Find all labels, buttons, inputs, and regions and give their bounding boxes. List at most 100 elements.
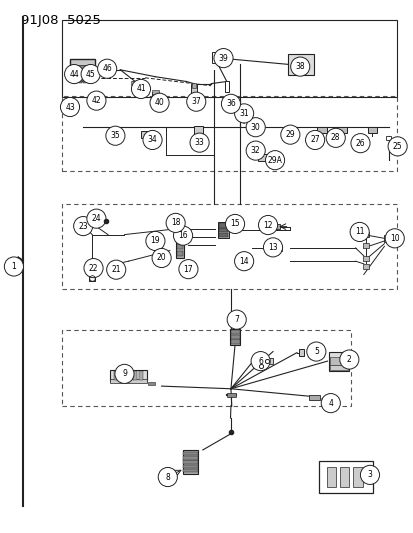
Ellipse shape	[64, 64, 83, 84]
Bar	[328, 352, 348, 370]
Ellipse shape	[178, 260, 197, 279]
Bar	[362, 264, 368, 269]
Ellipse shape	[350, 134, 369, 153]
Text: 37: 37	[191, 97, 201, 106]
Bar	[270, 245, 281, 251]
Text: 3: 3	[367, 471, 372, 479]
Bar	[329, 357, 347, 366]
Bar	[183, 465, 197, 469]
Text: 12: 12	[263, 221, 272, 230]
Text: 21: 21	[111, 265, 121, 274]
Bar	[194, 126, 203, 135]
Text: 36: 36	[225, 99, 235, 108]
Bar	[87, 80, 90, 83]
Ellipse shape	[97, 59, 116, 78]
Ellipse shape	[131, 79, 150, 99]
Text: 11: 11	[354, 228, 363, 237]
Text: 15: 15	[230, 220, 239, 229]
Ellipse shape	[186, 92, 205, 111]
Bar	[367, 127, 376, 133]
Bar	[219, 228, 227, 232]
Text: 32: 32	[250, 146, 260, 155]
Ellipse shape	[107, 260, 126, 279]
Text: 40: 40	[154, 98, 164, 107]
Ellipse shape	[74, 216, 93, 236]
Text: 10: 10	[389, 234, 399, 243]
Text: 43: 43	[65, 102, 75, 111]
Ellipse shape	[87, 209, 106, 228]
Text: 28: 28	[330, 133, 339, 142]
Bar	[362, 243, 368, 248]
Bar	[183, 469, 197, 472]
Ellipse shape	[234, 252, 253, 271]
Bar	[133, 370, 137, 380]
Ellipse shape	[263, 238, 282, 257]
Bar	[353, 467, 362, 487]
Bar	[384, 235, 392, 241]
Text: 14: 14	[239, 257, 248, 265]
Ellipse shape	[305, 131, 324, 150]
Text: 23: 23	[78, 222, 88, 231]
Text: 35: 35	[110, 131, 120, 140]
Bar	[230, 335, 239, 339]
Bar	[337, 127, 347, 133]
Bar	[83, 80, 85, 83]
Text: 29: 29	[285, 130, 294, 139]
Ellipse shape	[190, 133, 209, 152]
Ellipse shape	[106, 126, 125, 146]
Bar	[114, 370, 118, 380]
Ellipse shape	[4, 257, 24, 276]
Bar	[308, 394, 319, 400]
Bar	[258, 154, 269, 161]
Bar	[147, 382, 154, 385]
Ellipse shape	[265, 151, 284, 169]
Bar	[362, 256, 368, 261]
Ellipse shape	[158, 467, 177, 487]
Bar	[141, 131, 153, 139]
Bar	[240, 259, 252, 264]
Ellipse shape	[214, 49, 233, 68]
Ellipse shape	[246, 141, 265, 160]
Text: 26: 26	[355, 139, 364, 148]
Text: 9: 9	[122, 369, 127, 378]
Text: 7: 7	[234, 315, 239, 324]
Ellipse shape	[225, 214, 244, 233]
Ellipse shape	[87, 91, 106, 110]
Bar	[176, 244, 183, 249]
Ellipse shape	[115, 365, 134, 383]
Bar	[152, 90, 158, 94]
Bar	[75, 80, 78, 83]
Bar	[230, 330, 239, 334]
Bar	[71, 65, 94, 75]
Ellipse shape	[387, 137, 406, 156]
Bar	[132, 82, 138, 92]
Text: 16: 16	[178, 231, 188, 240]
Bar	[110, 378, 147, 383]
Bar	[219, 233, 227, 237]
Bar	[79, 80, 82, 83]
Bar	[226, 393, 235, 397]
Text: 34: 34	[147, 135, 157, 144]
Text: 29A: 29A	[267, 156, 282, 165]
Bar	[176, 229, 184, 259]
Ellipse shape	[250, 352, 270, 370]
Text: 24: 24	[91, 214, 101, 223]
Text: 17: 17	[183, 265, 193, 273]
Bar	[224, 82, 228, 92]
Bar	[139, 370, 143, 380]
Ellipse shape	[145, 231, 165, 251]
Ellipse shape	[150, 93, 169, 112]
Bar	[62, 96, 396, 171]
Bar	[89, 275, 95, 281]
Bar	[386, 136, 390, 140]
Bar	[272, 224, 279, 229]
Ellipse shape	[81, 64, 100, 84]
Ellipse shape	[84, 259, 103, 278]
Bar	[176, 251, 183, 256]
Text: 41: 41	[136, 84, 145, 93]
Bar	[326, 467, 335, 487]
Text: 20: 20	[157, 254, 166, 262]
Bar	[318, 461, 372, 493]
Bar	[70, 59, 95, 81]
Ellipse shape	[325, 128, 344, 148]
